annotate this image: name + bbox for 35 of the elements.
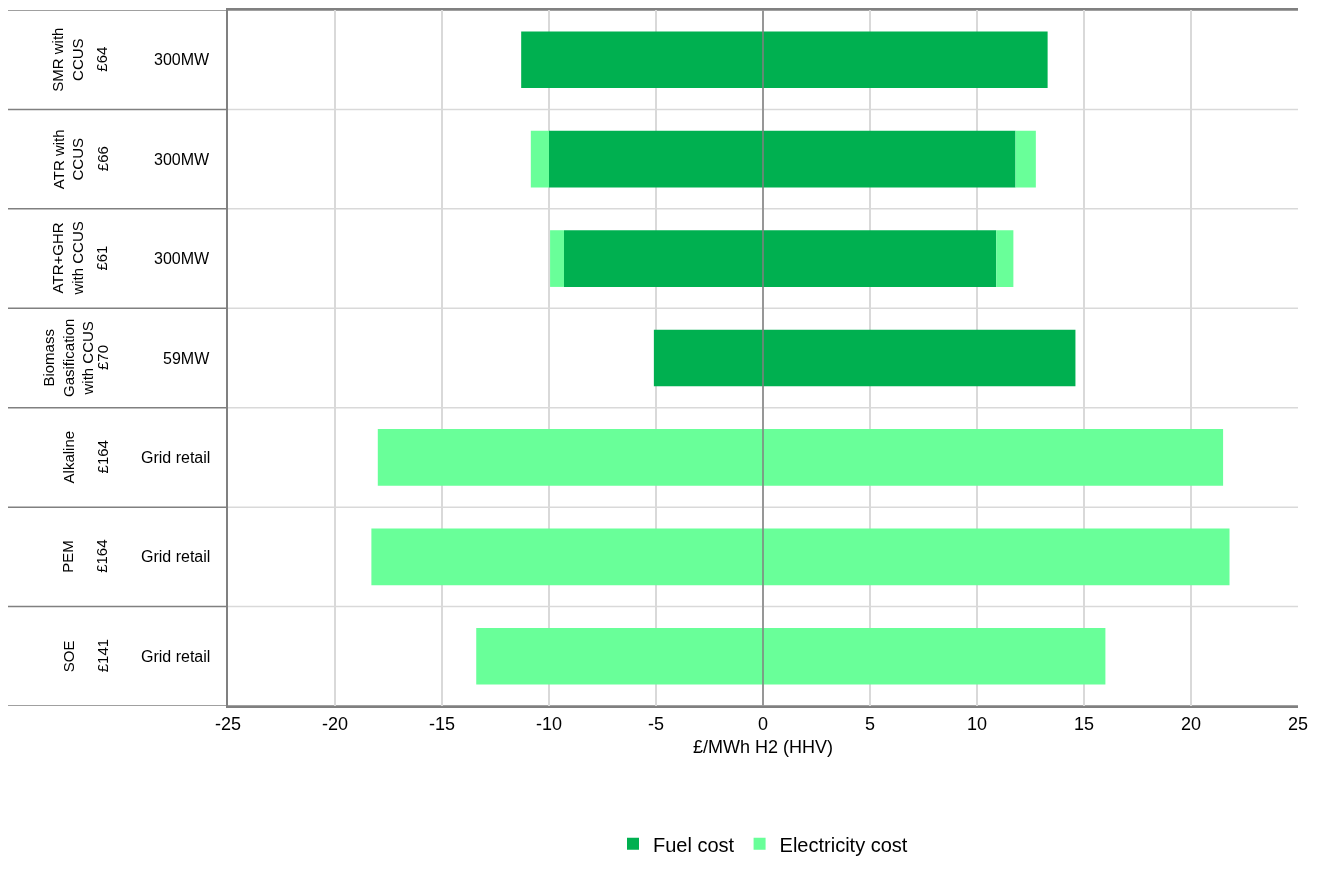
text: 300MW (154, 250, 211, 267)
x-tick-label: 25 (1287, 713, 1309, 734)
y-tick-label: Alkaline (59, 430, 77, 484)
text: £141 (93, 638, 111, 673)
text: Grid retail (141, 648, 211, 665)
x-tick-label: 10 (966, 713, 988, 734)
x-tick-label: -25 (214, 713, 242, 734)
text: 300MW (154, 151, 211, 168)
x-tick-label: -5 (647, 713, 665, 734)
text: Grid retail (141, 548, 211, 565)
text: £66 (93, 146, 111, 172)
text: 300MW (154, 51, 211, 68)
x-tick-label: -10 (535, 713, 563, 734)
x-tick-label: 0 (757, 713, 769, 734)
text: Grid retail (141, 449, 211, 466)
text: 59MW (163, 350, 211, 367)
y-tick-label: ATR+GHR with CCUS (49, 221, 86, 296)
text: £164 (93, 440, 111, 474)
text: £64 (93, 46, 111, 72)
x-tick-label: 15 (1073, 713, 1095, 734)
legend-label: Fuel cost (653, 833, 735, 856)
legend-label: Electricity cost (779, 833, 908, 856)
text: £164 (93, 539, 111, 573)
text: £70 (94, 344, 111, 370)
x-tick-label: 5 (864, 713, 876, 734)
y-tick-label: PEM (59, 540, 77, 573)
y-tick-label: Biomass Gasification with CCUS (40, 318, 96, 397)
x-axis-title: £/MWh H2 (HHV) (692, 737, 834, 758)
y-tick-label: SOE (59, 640, 77, 673)
y-tick-label: ATR with CCUS (49, 129, 87, 190)
text: £61 (93, 245, 111, 271)
x-tick-label: -20 (321, 713, 349, 734)
x-tick-label: 20 (1180, 713, 1202, 734)
y-tick-label: SMR with CCUS (49, 27, 86, 92)
x-tick-label: -15 (428, 713, 456, 734)
